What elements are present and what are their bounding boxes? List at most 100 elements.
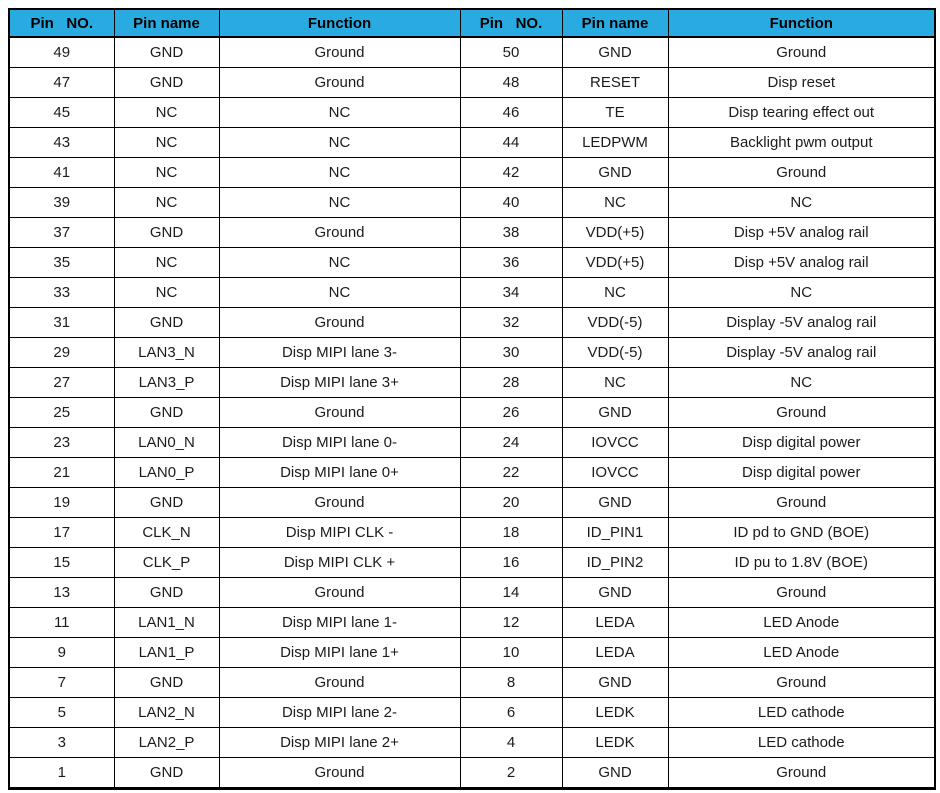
table-row: 35 NC NC 36 VDD(+5) Disp +5V analog rail xyxy=(8,247,936,278)
pin-no-left: 27 xyxy=(8,367,115,398)
pin-no-left: 9 xyxy=(8,637,115,668)
pin-name-left: GND xyxy=(113,577,220,608)
pin-name-right: VDD(-5) xyxy=(561,307,669,338)
pin-no-left: 15 xyxy=(8,547,115,578)
pin-function-right: ID pu to 1.8V (BOE) xyxy=(667,547,936,578)
pin-no-right: 16 xyxy=(459,547,563,578)
table-row: 1 GND Ground 2 GND Ground xyxy=(8,757,936,789)
table-row: 23 LAN0_N Disp MIPI lane 0- 24 IOVCC Disp dig… xyxy=(8,427,936,458)
pin-function-left: Ground xyxy=(218,487,461,518)
pin-no-right: 12 xyxy=(459,607,563,638)
pin-function-left: Disp MIPI CLK - xyxy=(218,517,461,548)
pin-function-left: Disp MIPI lane 2- xyxy=(218,697,461,728)
pin-no-right: 40 xyxy=(459,187,563,218)
pin-function-right: NC xyxy=(667,367,936,398)
table-row: 41 NC NC 42 GND Ground xyxy=(8,157,936,188)
pin-no-left: 5 xyxy=(8,697,115,728)
pin-name-right: GND xyxy=(561,487,669,518)
pin-name-right: LEDA xyxy=(561,637,669,668)
pin-function-left: Disp MIPI lane 0+ xyxy=(218,457,461,488)
pin-function-left: Ground xyxy=(218,67,461,98)
pin-name-right: IOVCC xyxy=(561,457,669,488)
table-row: 17 CLK_N Disp MIPI CLK -18 ID_PIN1 ID pd to … xyxy=(8,517,936,548)
pin-function-left: Disp MIPI lane 1+ xyxy=(218,637,461,668)
pin-function-right: Display -5V analog rail xyxy=(667,307,936,338)
pin-no-left: 35 xyxy=(8,247,115,278)
column-header-pin-no-right: Pin NO. xyxy=(459,8,563,38)
pin-function-right: Disp +5V analog rail xyxy=(667,247,936,278)
pin-no-right: 22 xyxy=(459,457,563,488)
pin-function-left: Disp MIPI lane 3- xyxy=(218,337,461,368)
pin-name-left: GND xyxy=(113,36,220,68)
pin-name-right: GND xyxy=(561,157,669,188)
pin-name-right: NC xyxy=(561,367,669,398)
table-row: 25 GND Ground 26 GND Ground xyxy=(8,397,936,428)
pin-name-left: GND xyxy=(113,757,220,789)
pin-no-left: 11 xyxy=(8,607,115,638)
pin-function-right: LED Anode xyxy=(667,637,936,668)
pin-function-left: NC xyxy=(218,127,461,158)
pin-name-right: NC xyxy=(561,187,669,218)
pin-name-left: GND xyxy=(113,307,220,338)
pin-no-right: 38 xyxy=(459,217,563,248)
pin-name-right: IOVCC xyxy=(561,427,669,458)
pin-name-right: TE xyxy=(561,97,669,128)
pin-no-right: 48 xyxy=(459,67,563,98)
table-row: 3 LAN2_P Disp MIPI lane 2+ 4 LEDK LED cathode xyxy=(8,727,936,758)
pin-function-left: Disp MIPI lane 1- xyxy=(218,607,461,638)
pin-function-right: LED cathode xyxy=(667,697,936,728)
table-row: 21 LAN0_P Disp MIPI lane 0+ 22 IOVCC Disp dig… xyxy=(8,457,936,488)
pin-no-left: 45 xyxy=(8,97,115,128)
pin-function-left: Disp MIPI lane 2+ xyxy=(218,727,461,758)
table-row: 15 CLK_P Disp MIPI CLK +16 ID_PIN2 ID pu to … xyxy=(8,547,936,578)
pin-function-right: Ground xyxy=(667,36,936,68)
pin-no-right: 36 xyxy=(459,247,563,278)
table-row: 13 GND Ground 14 GND Ground xyxy=(8,577,936,608)
pin-function-right: Disp digital power xyxy=(667,427,936,458)
pin-function-right: Ground xyxy=(667,397,936,428)
pin-no-left: 43 xyxy=(8,127,115,158)
pin-function-left: Ground xyxy=(218,757,461,789)
pin-function-left: Disp MIPI lane 0- xyxy=(218,427,461,458)
pin-name-left: NC xyxy=(113,127,220,158)
pin-name-right: GND xyxy=(561,397,669,428)
pin-function-right: LED Anode xyxy=(667,607,936,638)
pin-function-left: Ground xyxy=(218,217,461,248)
pin-name-right: GND xyxy=(561,36,669,68)
pin-name-left: LAN3_N xyxy=(113,337,220,368)
pin-function-left: Ground xyxy=(218,36,461,68)
pin-name-right: RESET xyxy=(561,67,669,98)
pin-name-left: LAN0_P xyxy=(113,457,220,488)
pin-name-right: GND xyxy=(561,577,669,608)
pin-no-left: 13 xyxy=(8,577,115,608)
pin-function-right: Ground xyxy=(667,667,936,698)
pin-function-right: LED cathode xyxy=(667,727,936,758)
table-row: 11 LAN1_N Disp MIPI lane 1- 12 LEDA LED Anode xyxy=(8,607,936,638)
pin-name-left: GND xyxy=(113,667,220,698)
pin-no-left: 31 xyxy=(8,307,115,338)
pin-no-left: 23 xyxy=(8,427,115,458)
pin-no-left: 37 xyxy=(8,217,115,248)
pin-no-right: 34 xyxy=(459,277,563,308)
column-header-pin-no-left: Pin NO. xyxy=(8,8,115,38)
pin-table-body: 49 GND Ground 50 GND Ground 47 GND Ground 48 RESET… xyxy=(8,36,936,789)
pin-function-right: Ground xyxy=(667,757,936,789)
pin-no-right: 32 xyxy=(459,307,563,338)
pin-name-right: LEDK xyxy=(561,727,669,758)
table-row: 9 LAN1_P Disp MIPI lane 1+ 10 LEDA LED Anode xyxy=(8,637,936,668)
table-row: 5 LAN2_N Disp MIPI lane 2- 6 LEDK LED cathode xyxy=(8,697,936,728)
pin-name-right: VDD(+5) xyxy=(561,217,669,248)
pin-function-right: NC xyxy=(667,187,936,218)
pin-function-left: NC xyxy=(218,277,461,308)
pin-no-left: 39 xyxy=(8,187,115,218)
pin-name-right: GND xyxy=(561,757,669,789)
pin-function-right: Ground xyxy=(667,577,936,608)
pin-function-left: NC xyxy=(218,97,461,128)
pin-name-left: NC xyxy=(113,157,220,188)
pin-function-left: Ground xyxy=(218,307,461,338)
table-row: 49 GND Ground 50 GND Ground xyxy=(8,36,936,68)
pin-function-left: Ground xyxy=(218,667,461,698)
pin-function-right: Disp reset xyxy=(667,67,936,98)
pin-no-right: 6 xyxy=(459,697,563,728)
pin-no-right: 8 xyxy=(459,667,563,698)
